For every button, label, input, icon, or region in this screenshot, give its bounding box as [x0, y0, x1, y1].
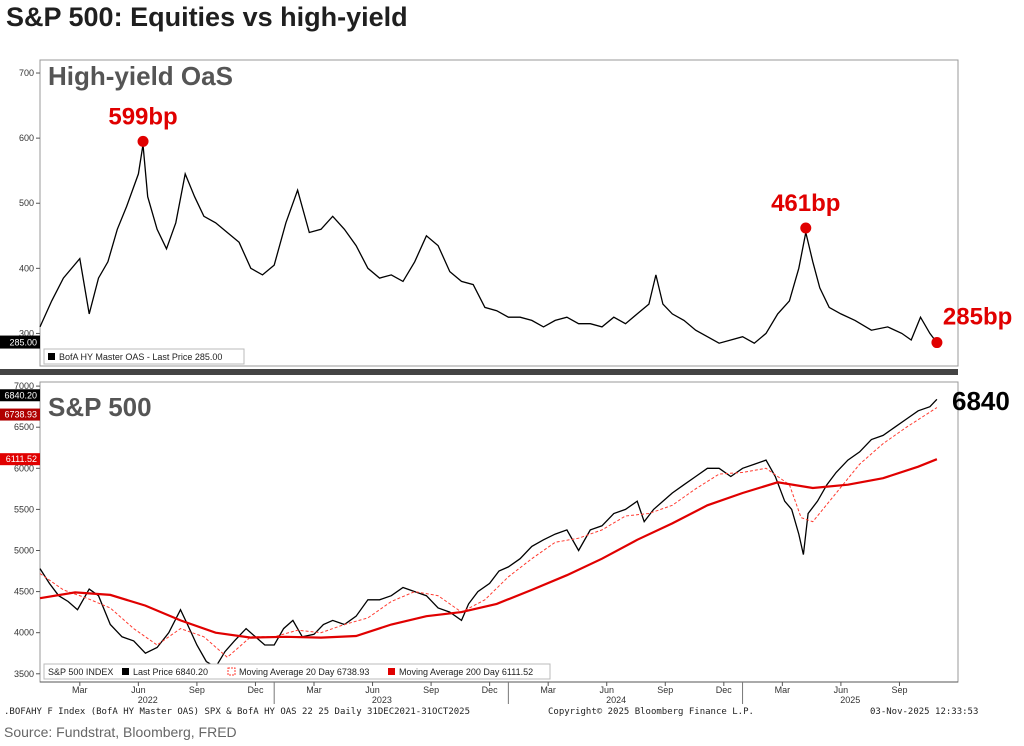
spx-index-line — [39, 398, 938, 669]
spx-ma20-line — [39, 407, 938, 658]
annotation-label: 599bp — [108, 103, 177, 130]
hy-legend-box — [43, 348, 245, 365]
hy-panel-frame — [39, 59, 959, 367]
x-year-label: 2025 — [840, 695, 860, 705]
x-tick-label: Mar — [72, 685, 88, 695]
spx-ytick-label: 6500 — [14, 422, 34, 432]
spx-legend-swatch-price — [122, 668, 129, 675]
spx-legend-box — [43, 663, 551, 680]
x-tick-label: Dec — [482, 685, 499, 695]
x-tick-label: Sep — [423, 685, 439, 695]
hy-legend-label: BofA HY Master OAS - Last Price 285.00 — [59, 352, 222, 362]
x-year-label: 2023 — [372, 695, 392, 705]
spx-ytick-label: 5500 — [14, 504, 34, 514]
hy-panel-title: High-yield OaS — [48, 61, 233, 91]
spx-last-price-tag — [0, 389, 40, 402]
x-tick-label: Sep — [891, 685, 907, 695]
spx-legend-ma20: Moving Average 20 Day 6738.93 — [239, 667, 369, 677]
annotation-dot — [137, 135, 149, 147]
page-title: S&P 500: Equities vs high-yield — [6, 2, 408, 32]
hy-ytick-label: 500 — [19, 198, 34, 208]
chart-area: 300 400 500 600 700 High-yield OaS 285.00 599bp… — [0, 59, 1012, 705]
spx-legend-ma200: Moving Average 200 Day 6111.52 — [399, 667, 533, 677]
spx-ytick-label: 4500 — [14, 587, 34, 597]
spx-ma20-tag — [0, 408, 40, 421]
footer-left: .BOFAHY F Index (BofA HY Master OAS) SPX… — [4, 707, 470, 717]
spx-ytick-label: 5000 — [14, 545, 34, 555]
spx-ma200-line — [39, 458, 938, 639]
x-year-label: 2024 — [606, 695, 626, 705]
spx-ytick-label: 4000 — [14, 628, 34, 638]
hy-legend-swatch — [48, 353, 55, 360]
x-year-label: 2022 — [138, 695, 158, 705]
x-tick-label: Dec — [247, 685, 264, 695]
spx-legend-swatch-ma20 — [227, 667, 236, 676]
x-tick-label: Mar — [775, 685, 791, 695]
hy-oas-line — [39, 144, 938, 344]
x-tick-label: Jun — [365, 685, 380, 695]
spx-ma20-tag-label: 6738.93 — [4, 410, 37, 420]
hy-ytick-label: 300 — [19, 328, 34, 338]
x-tick-label: Jun — [599, 685, 614, 695]
spx-panel-title: S&P 500 — [48, 392, 152, 422]
annotation-label: 285bp — [943, 304, 1012, 331]
footer-copyright: Copyright© 2025 Bloomberg Finance L.P. — [548, 707, 754, 717]
spx-ytick-label: 3500 — [14, 669, 34, 679]
spx-legend-swatch-ma200 — [388, 668, 395, 675]
spx-ma200-tag-label: 6111.52 — [6, 454, 37, 464]
spx-ma200-tag — [0, 453, 40, 466]
spx-ytick-label: 6000 — [14, 463, 34, 473]
hy-last-price-label: 285.00 — [9, 338, 37, 348]
annotation-label: 461bp — [771, 190, 840, 217]
footer-timestamp: 03-Nov-2025 12:33:53 — [870, 707, 979, 717]
hy-last-price-tag — [0, 335, 40, 349]
x-tick-label: Jun — [834, 685, 849, 695]
hy-ytick-label: 400 — [19, 263, 34, 273]
x-tick-label: Sep — [657, 685, 673, 695]
spx-ytick-label: 7000 — [14, 381, 34, 391]
spx-legend-title: S&P 500 INDEX — [48, 667, 113, 677]
x-tick-label: Sep — [189, 685, 205, 695]
panel-divider — [0, 369, 958, 375]
x-tick-label: Dec — [716, 685, 733, 695]
x-tick-label: Mar — [540, 685, 556, 695]
x-tick-label: Mar — [306, 685, 322, 695]
spx-last-price-tag-label: 6840.20 — [4, 390, 37, 400]
annotation-dot — [931, 337, 943, 349]
annotation-dot — [800, 222, 812, 234]
spx-last-value-label: 6840 — [952, 386, 1010, 416]
spx-legend-price: Last Price 6840.20 — [133, 667, 208, 677]
hy-ytick-label: 700 — [19, 68, 34, 78]
x-tick-label: Jun — [131, 685, 146, 695]
spx-panel-frame — [39, 381, 959, 683]
hy-ytick-label: 600 — [19, 133, 34, 143]
source-note: Source: Fundstrat, Bloomberg, FRED — [4, 724, 237, 740]
